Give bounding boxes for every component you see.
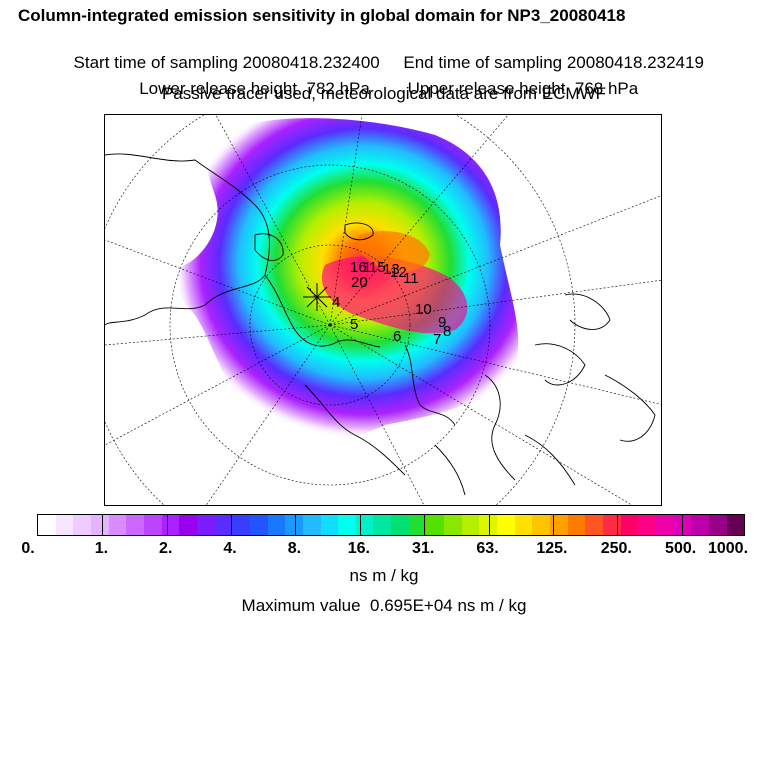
- colorbar-cell: [285, 515, 303, 535]
- colorbar-tick: [295, 515, 297, 535]
- colorbar-cell: [161, 515, 180, 535]
- release-marker: 11: [403, 270, 419, 287]
- release-marker: 7: [433, 331, 441, 348]
- colorbar-tick: [166, 515, 168, 535]
- release-marker: 9: [438, 314, 446, 331]
- colorbar-cell: [708, 515, 727, 535]
- colorbar-cell: [655, 515, 674, 535]
- colorbar-label: 16.: [347, 540, 370, 557]
- release-heights: Lower release height 782 hPa Upper relea…: [0, 59, 768, 99]
- release-marker: 10: [415, 301, 432, 318]
- colorbar-tick: [231, 515, 233, 535]
- colorbar-label: 1000.: [707, 540, 749, 557]
- release-lower: Lower release height 782 hPa: [139, 79, 370, 98]
- colorbar-cell: [726, 515, 745, 535]
- colorbar-label: 250.: [600, 540, 632, 557]
- colorbar-tick: [552, 515, 554, 535]
- colorbar-cell: [691, 515, 709, 535]
- colorbar-cell: [620, 515, 639, 535]
- colorbar-label: 31.: [412, 540, 435, 557]
- colorbar-tick: [488, 515, 490, 535]
- coastlines: [105, 153, 656, 496]
- map-canvas: 16 1 15 13 12 20 11 10 9 8 7 6 5 4: [105, 115, 661, 505]
- sampling-start: Start time of sampling 20080418.232400: [73, 53, 380, 72]
- colorbar-cell: [249, 515, 268, 535]
- colorbar-cell: [391, 515, 409, 535]
- colorbar-cell: [179, 515, 197, 535]
- colorbar-cell: [302, 515, 321, 535]
- colorbar-cell: [373, 515, 392, 535]
- sensitivity-peak: [357, 231, 430, 272]
- colorbar-label: 4.: [223, 540, 237, 557]
- colorbar-cell: [603, 515, 621, 535]
- release-marker: 1: [363, 259, 371, 276]
- colorbar-cell: [267, 515, 286, 535]
- colorbar-cell: [126, 515, 144, 535]
- colorbar-cell: [320, 515, 339, 535]
- colorbar-units: ns m / kg: [349, 566, 419, 585]
- release-upper: Upper release height 768 hPa: [407, 79, 639, 98]
- release-marker: 5: [350, 316, 358, 333]
- colorbar-cell: [444, 515, 462, 535]
- colorbar: [37, 514, 745, 536]
- colorbar-label: 1.: [94, 540, 109, 557]
- graticule: [105, 115, 661, 505]
- station-marker: [303, 283, 331, 311]
- colorbar-cell: [638, 515, 656, 535]
- colorbar-cell: [90, 515, 109, 535]
- release-marker: 6: [393, 328, 401, 345]
- maximum-value: Maximum value 0.695E+04 ns m / kg: [241, 596, 527, 615]
- colorbar-tick: [424, 515, 426, 535]
- sensitivity-core: [321, 256, 468, 334]
- colorbar-cell: [38, 515, 56, 535]
- colorbar-cell: [355, 515, 374, 535]
- colorbar-cell: [143, 515, 162, 535]
- release-markers: 16 1 15 13 12 20 11 10 9 8 7 6 5 4: [332, 259, 451, 348]
- release-marker: 12: [390, 264, 407, 281]
- colorbar-cell: [232, 515, 250, 535]
- colorbar-tick: [681, 515, 683, 535]
- plot-title: Column-integrated emission sensitivity i…: [18, 6, 626, 25]
- map-panel: 16 1 15 13 12 20 11 10 9 8 7 6 5 4: [104, 114, 662, 506]
- colorbar-cell: [55, 515, 74, 535]
- sampling-end: End time of sampling 20080418.232419: [403, 53, 704, 72]
- colorbar-label: 2.: [159, 540, 173, 557]
- release-marker: 15: [369, 259, 386, 276]
- colorbar-tick: [359, 515, 361, 535]
- sampling-times: Start time of sampling 20080418.232400 E…: [0, 33, 768, 73]
- colorbar-cell: [461, 515, 480, 535]
- colorbar-cell: [567, 515, 586, 535]
- colorbar-cell: [196, 515, 215, 535]
- colorbar-cell: [585, 515, 603, 535]
- colorbar-label: 63.: [476, 540, 499, 557]
- colorbar-cell: [497, 515, 515, 535]
- colorbar-cell: [338, 515, 356, 535]
- colorbar-tick: [617, 515, 619, 535]
- release-marker: 20: [351, 274, 368, 291]
- colorbar-cell: [479, 515, 498, 535]
- release-marker: 16: [350, 259, 367, 276]
- colorbar-cell: [214, 515, 233, 535]
- release-marker: 8: [443, 323, 451, 340]
- colorbar-label: 0.: [21, 540, 35, 557]
- colorbar-cell: [426, 515, 445, 535]
- colorbar-label: 500.: [665, 540, 697, 557]
- colorbar-cell: [550, 515, 568, 535]
- colorbar-label: 125.: [536, 540, 568, 557]
- release-marker: 4: [332, 294, 340, 311]
- release-marker: 13: [383, 261, 400, 278]
- colorbar-cell: [73, 515, 91, 535]
- colorbar-cell: [408, 515, 427, 535]
- colorbar-cell: [108, 515, 127, 535]
- colorbar-label: 8.: [287, 540, 302, 557]
- colorbar-tick: [102, 515, 104, 535]
- tracer-note: Passive tracer used, meteorological data…: [161, 84, 607, 103]
- colorbar-cell: [532, 515, 551, 535]
- colorbar-cell: [514, 515, 533, 535]
